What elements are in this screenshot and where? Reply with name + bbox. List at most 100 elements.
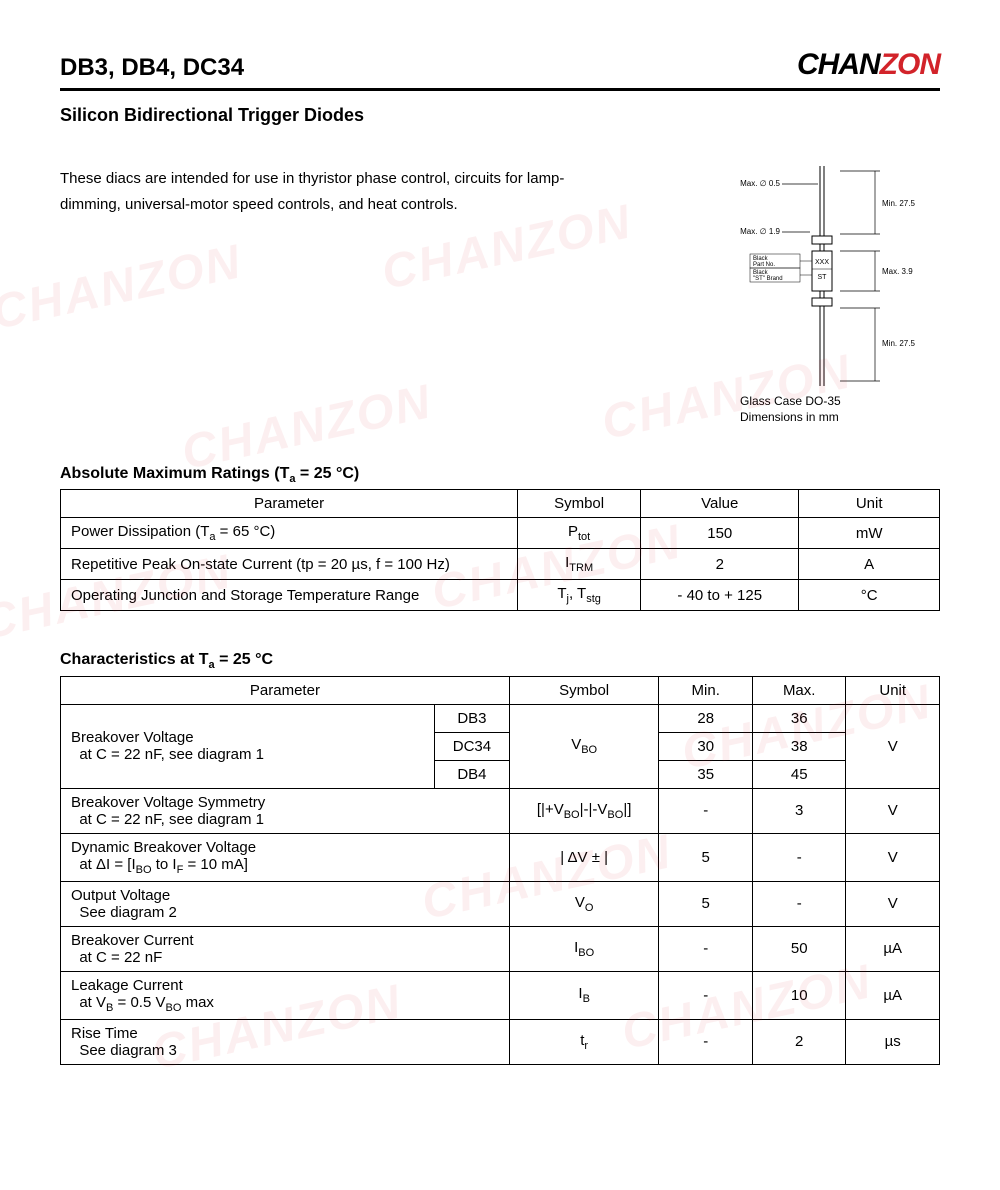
symbol-cell: tr xyxy=(509,1019,659,1064)
col-header: Symbol xyxy=(509,676,659,704)
min-cell: - xyxy=(659,1019,753,1064)
param-cell: Output Voltage See diagram 2 xyxy=(61,881,510,926)
body-marking: XXX xyxy=(815,259,829,266)
unit-cell: µA xyxy=(846,971,940,1019)
value-cell: 2 xyxy=(641,549,799,580)
param-cell: Rise Time See diagram 3 xyxy=(61,1019,510,1064)
table-row: Breakover Current at C = 22 nF IBO - 50 … xyxy=(61,926,940,971)
max-cell: 45 xyxy=(752,760,846,788)
brand-logo: CHANZON xyxy=(797,48,940,82)
symbol-cell: IBO xyxy=(509,926,659,971)
min-cell: 28 xyxy=(659,704,753,732)
param-cell: Operating Junction and Storage Temperatu… xyxy=(61,580,518,611)
min-cell: - xyxy=(659,788,753,833)
table-row: Operating Junction and Storage Temperatu… xyxy=(61,580,940,611)
symbol-cell: VO xyxy=(509,881,659,926)
max-cell: 38 xyxy=(752,732,846,760)
dim-label: Max. ∅ 1.9 xyxy=(740,227,780,236)
max-cell: 3 xyxy=(752,788,846,833)
caption-line: Dimensions in mm xyxy=(740,410,940,426)
min-cell: 5 xyxy=(659,881,753,926)
col-header: Parameter xyxy=(61,676,510,704)
unit-cell: V xyxy=(846,881,940,926)
table-row: Breakover Voltage at C = 22 nF, see diag… xyxy=(61,704,940,732)
characteristics-table: Parameter Symbol Min. Max. Unit Breakove… xyxy=(60,676,940,1065)
min-cell: - xyxy=(659,926,753,971)
max-cell: - xyxy=(752,881,846,926)
type-cell: DB3 xyxy=(435,704,510,732)
unit-cell: mW xyxy=(799,518,940,549)
symbol-cell: | ΔV ± | xyxy=(509,833,659,881)
unit-cell: V xyxy=(846,833,940,881)
col-header: Parameter xyxy=(61,490,518,518)
marking-label: "ST" Brand xyxy=(753,276,783,282)
header: DB3, DB4, DC34 CHANZON xyxy=(60,48,940,91)
type-cell: DB4 xyxy=(435,760,510,788)
col-header: Max. xyxy=(752,676,846,704)
part-numbers: DB3, DB4, DC34 xyxy=(60,54,244,82)
max-cell: 36 xyxy=(752,704,846,732)
col-header: Symbol xyxy=(518,490,641,518)
param-cell: Breakover Current at C = 22 nF xyxy=(61,926,510,971)
dim-label: Max. ∅ 0.5 xyxy=(740,179,780,188)
min-cell: 35 xyxy=(659,760,753,788)
value-cell: 150 xyxy=(641,518,799,549)
unit-cell: V xyxy=(846,704,940,788)
table-row: Repetitive Peak On-state Current (tp = 2… xyxy=(61,549,940,580)
page-subtitle: Silicon Bidirectional Trigger Diodes xyxy=(60,105,940,126)
col-header: Value xyxy=(641,490,799,518)
table-header-row: Parameter Symbol Value Unit xyxy=(61,490,940,518)
table-header-row: Parameter Symbol Min. Max. Unit xyxy=(61,676,940,704)
table-row: Rise Time See diagram 3 tr - 2 µs xyxy=(61,1019,940,1064)
table-row: Leakage Current at VB = 0.5 VBO max IB -… xyxy=(61,971,940,1019)
max-cell: - xyxy=(752,833,846,881)
max-cell: 2 xyxy=(752,1019,846,1064)
param-cell: Dynamic Breakover Voltage at ΔI = [IBO t… xyxy=(61,833,510,881)
intro-block: These diacs are intended for use in thyr… xyxy=(60,166,940,425)
table-row: Power Dissipation (Ta = 65 °C) Ptot 150 … xyxy=(61,518,940,549)
param-cell: Breakover Voltage at C = 22 nF, see diag… xyxy=(61,704,435,788)
dim-label: Min. 27.5 xyxy=(882,339,915,348)
symbol-cell: Ptot xyxy=(518,518,641,549)
dim-label: Min. 27.5 xyxy=(882,199,915,208)
package-diagram: Max. ∅ 0.5 Max. ∅ 1.9 Min. 27.5 Max. 3.9… xyxy=(680,166,940,425)
symbol-cell: [|+VBO|-|-VBO|] xyxy=(509,788,659,833)
unit-cell: µs xyxy=(846,1019,940,1064)
col-header: Min. xyxy=(659,676,753,704)
table-row: Dynamic Breakover Voltage at ΔI = [IBO t… xyxy=(61,833,940,881)
min-cell: 5 xyxy=(659,833,753,881)
body-marking: ST xyxy=(818,274,828,281)
param-cell: Power Dissipation (Ta = 65 °C) xyxy=(61,518,518,549)
symbol-cell: ITRM xyxy=(518,549,641,580)
table1-title: Absolute Maximum Ratings (Ta = 25 °C) xyxy=(60,465,940,485)
unit-cell: µA xyxy=(846,926,940,971)
col-header: Unit xyxy=(846,676,940,704)
col-header: Unit xyxy=(799,490,940,518)
dim-label: Max. 3.9 xyxy=(882,267,913,276)
diagram-caption: Glass Case DO-35 Dimensions in mm xyxy=(740,394,940,425)
table-row: Output Voltage See diagram 2 VO 5 - V xyxy=(61,881,940,926)
param-cell: Leakage Current at VB = 0.5 VBO max xyxy=(61,971,510,1019)
table-row: Breakover Voltage Symmetry at C = 22 nF,… xyxy=(61,788,940,833)
unit-cell: °C xyxy=(799,580,940,611)
caption-line: Glass Case DO-35 xyxy=(740,394,940,410)
logo-black: CHAN xyxy=(797,48,880,81)
param-cell: Breakover Voltage Symmetry at C = 22 nF,… xyxy=(61,788,510,833)
unit-cell: A xyxy=(799,549,940,580)
min-cell: 30 xyxy=(659,732,753,760)
param-cell: Repetitive Peak On-state Current (tp = 2… xyxy=(61,549,518,580)
abs-max-table: Parameter Symbol Value Unit Power Dissip… xyxy=(60,489,940,611)
unit-cell: V xyxy=(846,788,940,833)
symbol-cell: Tj, Tstg xyxy=(518,580,641,611)
min-cell: - xyxy=(659,971,753,1019)
max-cell: 50 xyxy=(752,926,846,971)
type-cell: DC34 xyxy=(435,732,510,760)
table2-title: Characteristics at Ta = 25 °C xyxy=(60,651,940,671)
marking-label: Part No. xyxy=(753,262,775,268)
max-cell: 10 xyxy=(752,971,846,1019)
intro-text: These diacs are intended for use in thyr… xyxy=(60,166,580,425)
symbol-cell: VBO xyxy=(509,704,659,788)
value-cell: - 40 to + 125 xyxy=(641,580,799,611)
symbol-cell: IB xyxy=(509,971,659,1019)
logo-red: ZON xyxy=(880,48,940,81)
